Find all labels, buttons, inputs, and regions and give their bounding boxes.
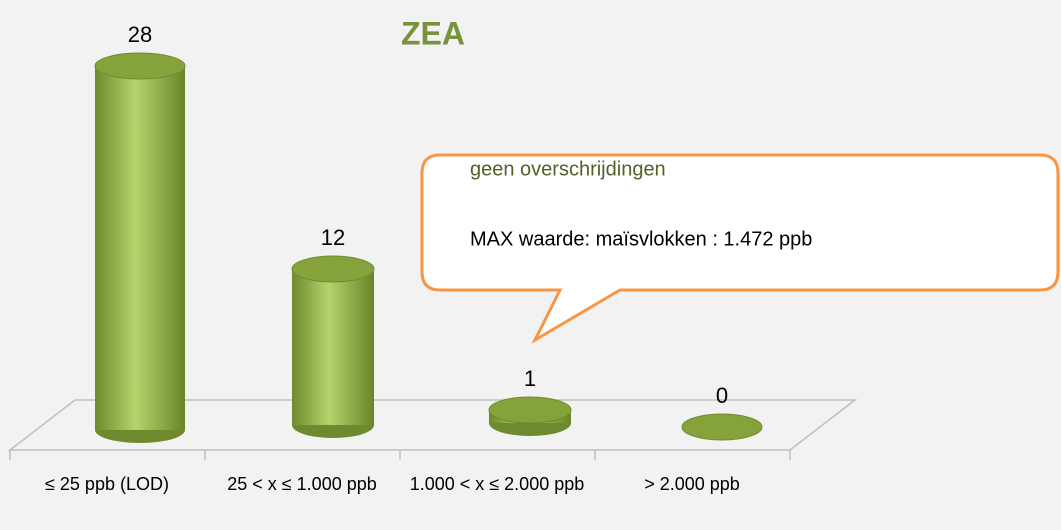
x-tick-label: 1.000 < x ≤ 2.000 ppb (409, 474, 585, 494)
x-tick-label: ≤ 25 ppb (LOD) (45, 474, 169, 494)
callout-line: MAX waarde: maïsvlokken : 1.472 ppb (470, 228, 812, 250)
value-label: 0 (716, 383, 728, 408)
callout (420, 153, 1060, 344)
bar-top (94, 52, 186, 80)
bar-top (291, 255, 375, 283)
bar (95, 66, 185, 430)
bar-top (681, 413, 763, 441)
bar (292, 269, 374, 425)
x-tick-label: 25 < x ≤ 1.000 ppb (227, 474, 377, 494)
value-label: 28 (128, 22, 152, 47)
value-label: 1 (524, 366, 536, 391)
x-ticks (9, 450, 791, 460)
bar-top (488, 396, 572, 424)
x-tick-label: > 2.000 ppb (644, 474, 740, 494)
chart-title: ZEA (401, 15, 465, 51)
callout-line: geen overschrijdingen (470, 158, 666, 180)
value-label: 12 (321, 225, 345, 250)
